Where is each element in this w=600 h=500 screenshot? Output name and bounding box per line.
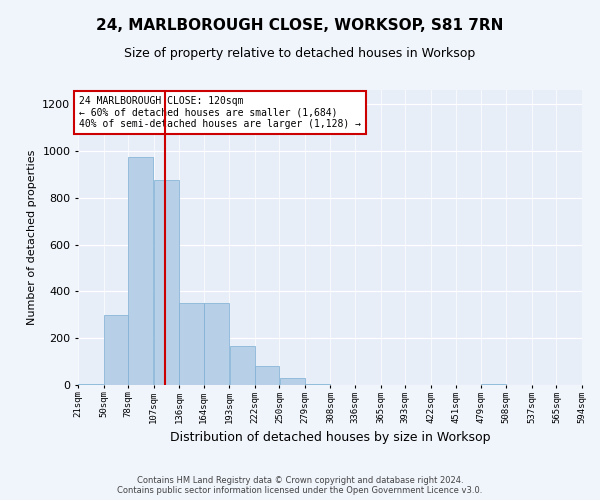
Bar xyxy=(204,303,229,385)
Bar xyxy=(104,315,128,385)
Y-axis label: Number of detached properties: Number of detached properties xyxy=(26,150,37,325)
Bar xyxy=(128,156,154,385)
X-axis label: Distribution of detached houses by size in Worksop: Distribution of detached houses by size … xyxy=(170,431,490,444)
Bar xyxy=(280,378,305,385)
Bar xyxy=(230,346,254,385)
Text: 24 MARLBOROUGH CLOSE: 120sqm
← 60% of detached houses are smaller (1,684)
40% of: 24 MARLBOROUGH CLOSE: 120sqm ← 60% of de… xyxy=(79,96,361,129)
Bar xyxy=(154,180,179,385)
Bar xyxy=(179,303,203,385)
Text: Size of property relative to detached houses in Worksop: Size of property relative to detached ho… xyxy=(124,48,476,60)
Bar xyxy=(481,384,506,385)
Text: 24, MARLBOROUGH CLOSE, WORKSOP, S81 7RN: 24, MARLBOROUGH CLOSE, WORKSOP, S81 7RN xyxy=(97,18,503,32)
Bar xyxy=(78,384,103,385)
Text: Contains HM Land Registry data © Crown copyright and database right 2024.
Contai: Contains HM Land Registry data © Crown c… xyxy=(118,476,482,495)
Bar xyxy=(305,384,330,385)
Bar xyxy=(255,366,279,385)
